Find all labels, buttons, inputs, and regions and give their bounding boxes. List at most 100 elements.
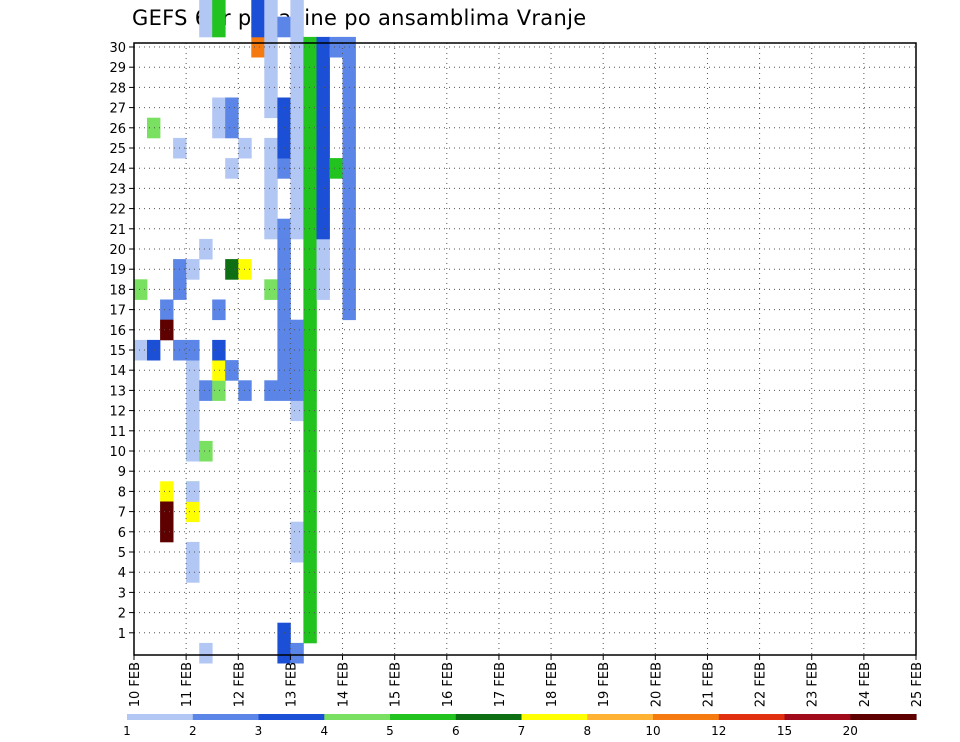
y-tick-label: 13 — [109, 384, 126, 399]
heatmap-cell — [186, 339, 200, 361]
heatmap-cell — [316, 57, 330, 78]
heatmap-cell — [316, 279, 330, 300]
y-tick-label: 20 — [109, 243, 126, 258]
heatmap-cell — [303, 319, 317, 341]
heatmap-cell — [290, 77, 304, 98]
x-tick-label: 20 FEB — [649, 662, 664, 707]
colorbar: 1 2 3 4 5 6 7 8 10 12 15 20 — [123, 714, 917, 738]
x-tick-label: 12 FEB — [232, 662, 247, 707]
heatmap-cell — [160, 481, 174, 502]
heatmap-cell — [212, 299, 226, 321]
heatmap-cell — [290, 97, 304, 119]
heatmap-cell — [290, 0, 304, 18]
heatmap-cell — [264, 97, 278, 119]
heatmap-cell — [199, 642, 213, 664]
y-tick-label: 7 — [118, 506, 126, 521]
grid-layer — [134, 43, 916, 655]
heatmap-cell — [264, 158, 278, 179]
heatmap-cell — [225, 259, 239, 280]
heatmap-cell — [251, 36, 265, 58]
heatmap-cell — [303, 178, 317, 199]
heatmap-cell — [212, 380, 226, 401]
cells-layer — [134, 0, 356, 664]
colorbar-label: 5 — [386, 724, 394, 738]
heatmap-cell — [316, 117, 330, 139]
colorbar-swatch — [455, 714, 523, 720]
y-tick-label: 5 — [118, 546, 126, 561]
heatmap-cell — [303, 238, 317, 260]
x-tick-label: 25 FEB — [910, 662, 925, 707]
heatmap-cell — [199, 380, 213, 401]
x-tick-label: 13 FEB — [284, 662, 299, 707]
heatmap-cell — [147, 117, 161, 139]
heatmap-cell — [251, 16, 265, 38]
x-tick-label: 23 FEB — [806, 662, 821, 707]
heatmap-cell — [303, 117, 317, 139]
heatmap-cell — [316, 137, 330, 159]
colorbar-swatch — [718, 714, 786, 720]
heatmap-cell — [303, 582, 317, 603]
heatmap-cell — [303, 57, 317, 78]
heatmap-cell — [303, 198, 317, 220]
colorbar-label: 15 — [777, 724, 792, 738]
heatmap-cell — [303, 360, 317, 381]
heatmap-cell — [303, 218, 317, 240]
colorbar-label: 10 — [645, 724, 660, 738]
heatmap-cell — [290, 360, 304, 381]
heatmap-cell — [290, 521, 304, 543]
heatmap-cell — [290, 198, 304, 220]
heatmap-cell — [186, 400, 200, 422]
heatmap-cell — [290, 319, 304, 341]
x-tick-label: 24 FEB — [858, 662, 873, 707]
heatmap-cell — [264, 137, 278, 159]
x-tick-label: 16 FEB — [441, 662, 456, 707]
heatmap-cell — [199, 0, 213, 18]
x-tick-label: 22 FEB — [754, 662, 769, 707]
heatmap-cell — [316, 198, 330, 220]
y-tick-label: 8 — [118, 485, 126, 500]
colorbar-swatch — [324, 714, 391, 720]
heatmap-cell — [264, 16, 278, 38]
x-axis: 10 FEB 11 FEB 12 FEB 13 FEB 14 FEB 15 FEB 16 F… — [128, 655, 925, 707]
colorbar-swatch — [390, 714, 457, 720]
colorbar-swatch — [521, 714, 588, 720]
heatmap-cell — [212, 16, 226, 38]
heatmap-cell — [160, 299, 174, 321]
heatmap-cell — [186, 380, 200, 401]
heatmap-cell — [316, 218, 330, 240]
heatmap-cell — [303, 36, 317, 58]
heatmap-cell — [316, 238, 330, 260]
heatmap-cell — [147, 339, 161, 361]
colorbar-swatch — [192, 714, 260, 720]
y-tick-label: 4 — [118, 566, 126, 581]
heatmap-cell — [303, 400, 317, 422]
heatmap-cell — [277, 16, 291, 38]
heatmap-cell — [290, 36, 304, 58]
colorbar-swatch — [653, 714, 720, 720]
y-tick-label: 18 — [109, 283, 126, 298]
heatmap-cell — [186, 481, 200, 502]
y-tick-label: 23 — [109, 182, 126, 197]
heatmap-cell — [186, 562, 200, 583]
heatmap-cell — [303, 339, 317, 361]
heatmap-cell — [290, 158, 304, 179]
heatmap-cell — [316, 158, 330, 179]
colorbar-swatch — [587, 714, 654, 720]
y-tick-label: 1 — [118, 627, 126, 642]
x-tick-label: 17 FEB — [493, 662, 508, 707]
y-tick-label: 19 — [109, 263, 126, 278]
heatmap-cell — [303, 420, 317, 442]
y-tick-label: 29 — [109, 61, 126, 76]
heatmap-cell — [251, 0, 265, 18]
y-tick-label: 2 — [118, 607, 126, 622]
heatmap-cell — [303, 380, 317, 401]
heatmap-cell — [225, 360, 239, 381]
heatmap-cell — [303, 440, 317, 462]
heatmap-cell — [290, 400, 304, 422]
heatmap-cell — [264, 0, 278, 18]
heatmap-cell — [303, 541, 317, 563]
heatmap-cell — [290, 380, 304, 401]
y-tick-label: 9 — [118, 465, 126, 480]
heatmap-cell — [225, 158, 239, 179]
heatmap-cell — [199, 16, 213, 38]
